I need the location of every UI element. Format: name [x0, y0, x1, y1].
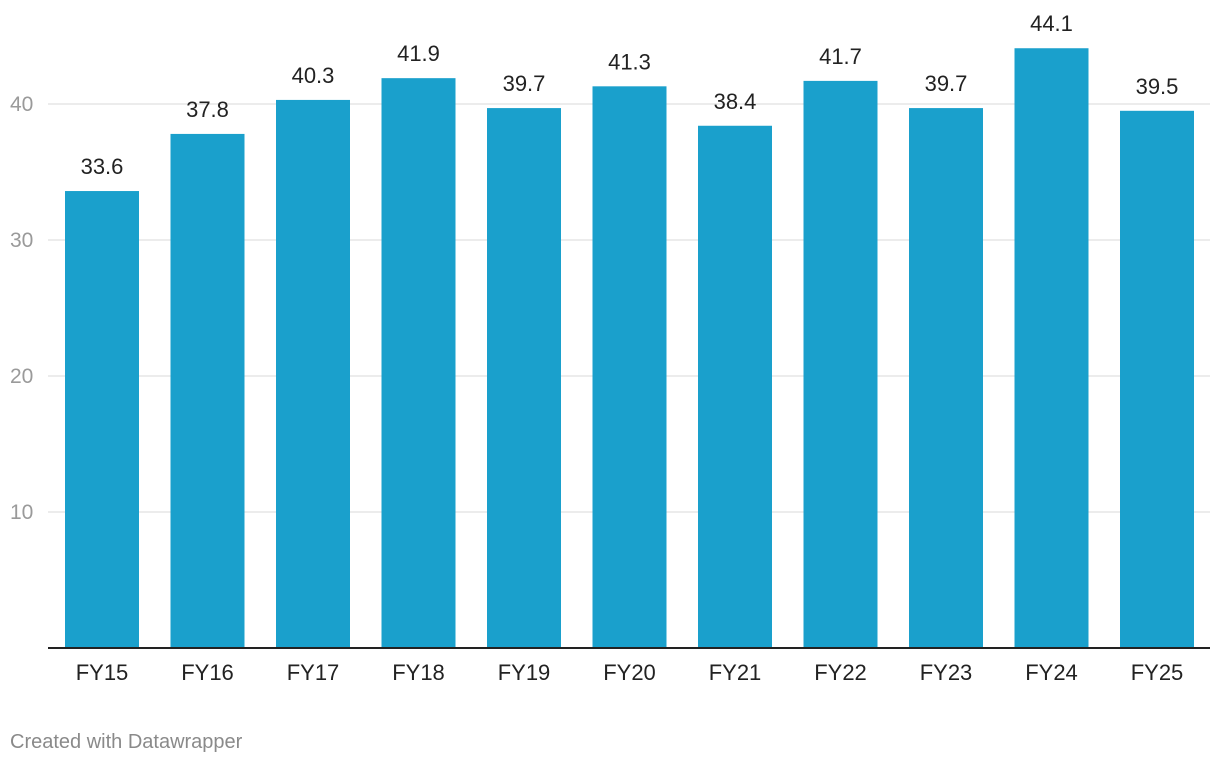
x-tick-label-FY24: FY24	[1025, 660, 1078, 685]
data-label-FY21: 38.4	[714, 89, 757, 114]
data-label-FY16: 37.8	[186, 97, 229, 122]
data-label-FY22: 41.7	[819, 44, 862, 69]
x-tick-label-FY25: FY25	[1131, 660, 1184, 685]
data-label-FY17: 40.3	[292, 63, 335, 88]
x-tick-label-FY23: FY23	[920, 660, 973, 685]
x-tick-label-FY22: FY22	[814, 660, 867, 685]
credit-text: Created with Datawrapper	[10, 731, 243, 753]
x-tick-label-FY21: FY21	[709, 660, 762, 685]
data-label-FY23: 39.7	[925, 71, 968, 96]
data-label-FY15: 33.6	[81, 154, 124, 179]
data-label-FY20: 41.3	[608, 49, 651, 74]
x-tick-label-FY16: FY16	[181, 660, 234, 685]
y-tick-label-40: 40	[10, 93, 33, 116]
x-tick-label-FY15: FY15	[76, 660, 129, 685]
y-tick-label-20: 20	[10, 365, 33, 388]
x-tick-label-FY17: FY17	[287, 660, 340, 685]
data-label-FY24: 44.1	[1030, 11, 1073, 36]
bar-FY20	[592, 86, 667, 648]
data-labels: 33.6 37.8 40.3 41.9 39.7 41.3 38.4 41.7 39.7 44.1…	[81, 11, 1179, 179]
bar-FY24	[1014, 48, 1089, 649]
bar-FY17	[276, 99, 350, 649]
bar-FY18	[381, 78, 456, 648]
x-tick-label-FY18: FY18	[392, 660, 445, 685]
y-tick-label-30: 30	[10, 229, 33, 252]
bar-FY15	[65, 191, 139, 649]
data-label-FY25: 39.5	[1136, 74, 1179, 99]
x-tick-label-FY20: FY20	[603, 660, 656, 685]
data-label-FY19: 39.7	[503, 71, 546, 96]
bar-FY21	[698, 125, 772, 648]
bar-FY25	[1120, 110, 1194, 649]
bars	[65, 48, 1194, 649]
bar-FY23	[909, 108, 983, 648]
x-tick-label-FY19: FY19	[498, 660, 551, 685]
data-label-FY18: 41.9	[397, 41, 440, 66]
bar-FY22	[803, 80, 878, 648]
x-axis-tick-labels: FY15 FY16 FY17 FY18 FY19 FY20 FY21 FY22 FY23 FY24…	[76, 660, 1184, 685]
bar-FY19	[487, 108, 561, 648]
bar-FY16	[170, 133, 245, 649]
y-tick-label-10: 10	[10, 501, 33, 524]
